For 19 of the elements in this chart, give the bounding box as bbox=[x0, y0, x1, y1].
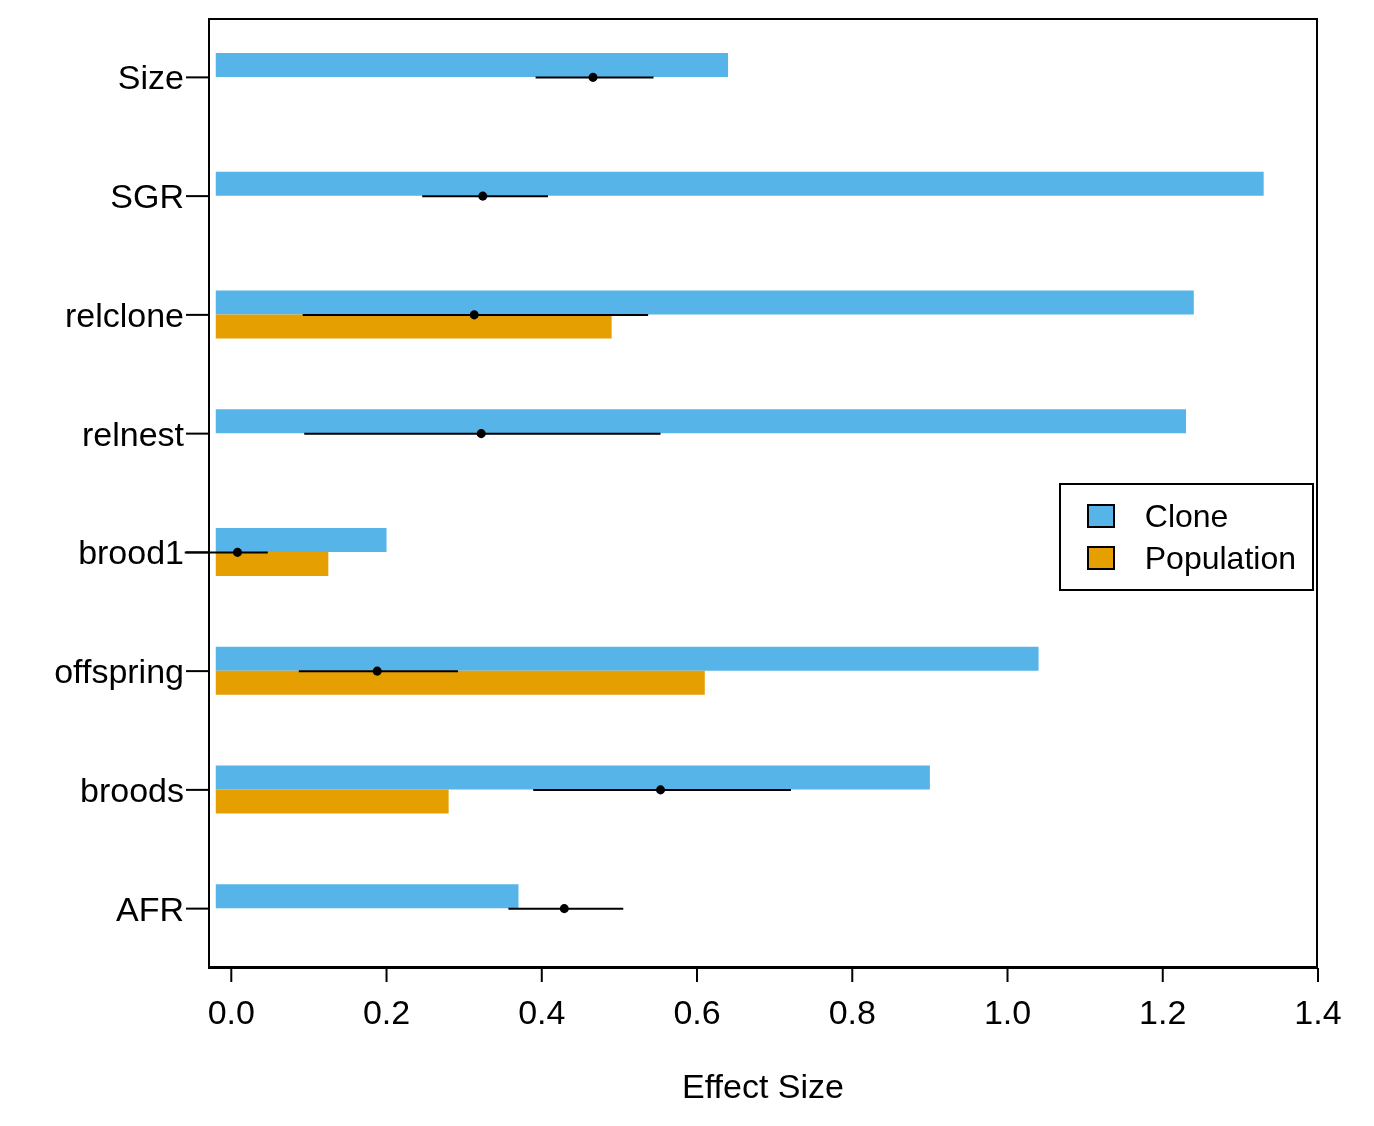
x-tick-label: 0.2 bbox=[362, 993, 411, 1032]
y-tick-label: Size bbox=[117, 58, 184, 97]
x-tick-label: 0.6 bbox=[673, 993, 721, 1032]
x-tick-label: 0.0 bbox=[207, 993, 255, 1032]
x-tick-label: 1.4 bbox=[1294, 993, 1342, 1032]
legend-label: Population bbox=[1144, 539, 1296, 578]
y-tick-label: relclone bbox=[64, 295, 184, 334]
legend-label: Clone bbox=[1144, 497, 1229, 536]
x-tick-label: 0.8 bbox=[828, 993, 876, 1032]
x-tick-label: 1.2 bbox=[1139, 993, 1187, 1032]
y-tick-label: broods bbox=[80, 770, 184, 809]
x-tick-label: 1.0 bbox=[983, 993, 1032, 1032]
y-tick-label: offspring bbox=[54, 652, 184, 691]
y-tick-label: relnest bbox=[81, 414, 185, 453]
y-tick-label: AFR bbox=[116, 889, 184, 928]
x-axis-title: Effect Size bbox=[682, 1067, 844, 1105]
y-tick-label: brood1 bbox=[78, 533, 184, 572]
y-tick-label: SGR bbox=[110, 177, 184, 216]
x-tick-label: 0.4 bbox=[518, 993, 566, 1032]
